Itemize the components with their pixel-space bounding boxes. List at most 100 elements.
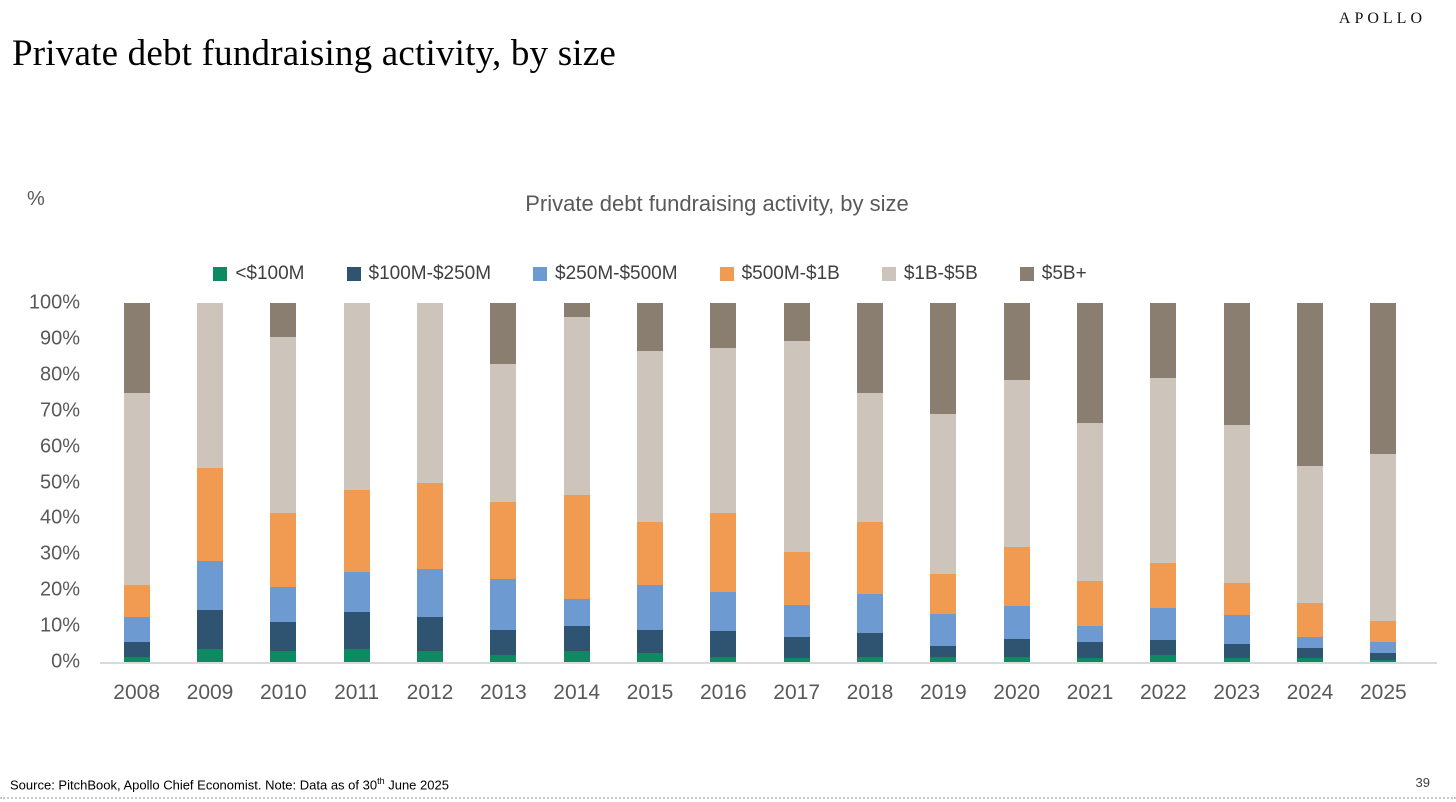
legend-item-1: $100M-$250M — [346, 263, 491, 285]
bar-segment-2011-2 — [343, 572, 370, 612]
bar-2010 — [270, 303, 297, 662]
legend-label: $500M-$1B — [741, 263, 840, 284]
legend-swatch-icon — [213, 267, 228, 281]
bar-segment-2015-4 — [637, 351, 663, 522]
bar-segment-2010-1 — [270, 622, 297, 652]
x-axis-line — [100, 662, 1437, 664]
source-note-text: Source: PitchBook, Apollo Chief Economis… — [10, 777, 378, 793]
bar-segment-2023-4 — [1223, 425, 1250, 583]
bar-2016 — [710, 303, 737, 662]
x-axis-tick-label: 2014 — [553, 681, 601, 704]
bar-2019 — [930, 303, 957, 662]
bar-segment-2015-1 — [637, 629, 663, 653]
bar-2011 — [343, 303, 370, 662]
bar-segment-2009-2 — [197, 561, 223, 610]
bar-2022 — [1150, 303, 1177, 662]
bar-segment-2019-5 — [930, 303, 957, 415]
bar-segment-2019-3 — [930, 574, 957, 614]
bar-2023 — [1223, 303, 1250, 662]
chart-title: Private debt fundraising activity, by si… — [525, 191, 909, 216]
bar-segment-2016-2 — [710, 591, 737, 632]
legend-swatch-icon — [1019, 267, 1034, 281]
bar-segment-2017-4 — [783, 340, 810, 553]
bar-segment-2016-5 — [710, 303, 737, 348]
x-axis-tick-label: 2020 — [993, 681, 1041, 704]
bar-segment-2023-1 — [1223, 644, 1250, 659]
bar-segment-2018-4 — [857, 392, 883, 522]
bar-2009 — [197, 303, 223, 662]
bar-segment-2015-3 — [637, 521, 663, 585]
bar-segment-2010-2 — [270, 586, 297, 623]
bar-segment-2023-5 — [1223, 303, 1250, 426]
x-axis-tick-label: 2016 — [699, 681, 747, 704]
x-axis-tick-label: 2023 — [1213, 681, 1261, 704]
bar-segment-2021-3 — [1077, 581, 1103, 627]
y-axis-tick-label: 40% — [39, 506, 80, 529]
bar-segment-2010-5 — [270, 303, 297, 338]
bar-2012 — [417, 303, 443, 662]
bar-segment-2012-2 — [417, 568, 443, 618]
bar-2021 — [1077, 303, 1103, 662]
bar-segment-2024-5 — [1297, 303, 1323, 467]
legend-label: <$100M — [235, 263, 305, 284]
x-axis-tick-label: 2008 — [113, 681, 161, 704]
bar-2020 — [1003, 303, 1030, 662]
bar-segment-2018-3 — [857, 521, 883, 594]
bar-segment-2017-1 — [783, 636, 810, 659]
page-title: Private debt fundraising activity, by si… — [12, 33, 617, 74]
y-axis-tick-label: 30% — [39, 542, 80, 565]
chart-legend: <$100M $100M-$250M $250M-$500M $500M-$1B $1B… — [100, 263, 1200, 285]
y-axis-tick-label: 60% — [39, 435, 80, 458]
bar-segment-2017-0 — [783, 658, 810, 662]
bar-segment-2014-2 — [563, 599, 590, 627]
bar-segment-2008-5 — [123, 303, 150, 393]
bar-segment-2023-3 — [1223, 583, 1250, 616]
x-axis-tick-label: 2017 — [773, 681, 821, 704]
bar-segment-2020-3 — [1003, 547, 1030, 607]
bar-segment-2016-4 — [710, 347, 737, 513]
bar-segment-2012-3 — [417, 482, 443, 569]
bar-segment-2020-5 — [1003, 303, 1030, 381]
page-number: 39 — [1415, 775, 1430, 790]
bar-segment-2022-5 — [1150, 303, 1177, 379]
apollo-logo: APOLLO — [1338, 10, 1426, 27]
bar-segment-2011-0 — [343, 649, 370, 662]
x-axis-tick-label: 2012 — [406, 681, 454, 704]
source-note-suffix: June 2025 — [384, 777, 449, 793]
x-axis-tick-label: 2009 — [186, 681, 234, 704]
x-axis-tick-label: 2024 — [1286, 681, 1334, 704]
bar-segment-2008-1 — [123, 642, 150, 657]
bar-segment-2013-5 — [490, 303, 517, 365]
x-axis-tick-label: 2022 — [1139, 681, 1187, 704]
legend-swatch-icon — [533, 267, 548, 281]
legend-item-0: <$100M — [213, 263, 305, 285]
source-note: Source: PitchBook, Apollo Chief Economis… — [10, 776, 449, 792]
legend-label: $5B+ — [1041, 263, 1087, 284]
bar-segment-2025-0 — [1370, 660, 1397, 662]
bar-segment-2021-2 — [1077, 626, 1103, 643]
y-axis-unit-label: % — [27, 188, 45, 210]
bar-segment-2023-2 — [1223, 615, 1250, 645]
bar-segment-2022-3 — [1150, 563, 1177, 609]
x-axis-tick-label: 2013 — [479, 681, 527, 704]
y-axis-tick-label: 70% — [39, 399, 80, 422]
x-axis-tick-label: 2019 — [919, 681, 967, 704]
bar-segment-2016-3 — [710, 513, 737, 592]
bar-segment-2014-0 — [563, 651, 590, 662]
bar-segment-2009-4 — [197, 303, 223, 469]
x-axis-tick-label: 2025 — [1359, 681, 1407, 704]
bar-segment-2025-2 — [1370, 642, 1397, 653]
bar-2013 — [490, 303, 517, 662]
bar-segment-2020-1 — [1003, 638, 1030, 657]
bar-segment-2019-2 — [930, 613, 957, 646]
bar-segment-2021-1 — [1077, 642, 1103, 659]
bar-segment-2025-4 — [1370, 453, 1397, 621]
bar-segment-2008-3 — [123, 584, 150, 618]
bar-2024 — [1297, 303, 1323, 662]
legend-item-2: $250M-$500M — [533, 263, 678, 285]
bar-segment-2020-0 — [1003, 656, 1030, 662]
bar-segment-2012-0 — [417, 651, 443, 662]
bar-segment-2017-2 — [783, 604, 810, 637]
bar-segment-2024-2 — [1297, 636, 1323, 648]
bar-2018 — [857, 303, 883, 662]
